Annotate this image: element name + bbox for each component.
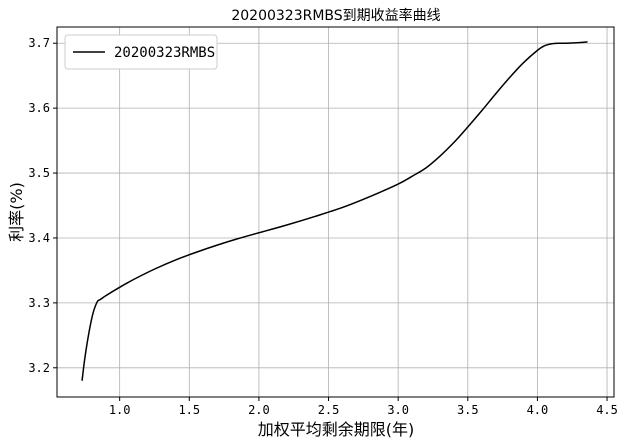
grid	[57, 27, 614, 397]
legend-box	[64, 34, 218, 70]
x-tick-label: 2.5	[318, 403, 340, 417]
x-axis-label: 加权平均剩余期限(年)	[258, 420, 415, 439]
x-tick-label: 4.5	[596, 403, 618, 417]
series-layer	[81, 41, 588, 381]
legend-entry-label: 20200323RMBS	[114, 45, 215, 61]
y-tick-label: 3.4	[28, 231, 50, 245]
x-tick-label: 4.0	[527, 403, 549, 417]
x-tick-label: 1.0	[109, 403, 131, 417]
y-axis-label: 利率(%)	[7, 182, 26, 242]
plot-frame	[56, 26, 615, 398]
x-tick-label: 2.0	[248, 403, 270, 417]
series-line	[81, 41, 588, 381]
y-tick-label: 3.5	[28, 166, 50, 180]
x-tick-label: 3.0	[387, 403, 409, 417]
chart-title: 20200323RMBS到期收益率曲线	[231, 7, 440, 24]
axis-ticks: 1.0 1.5 2.0 2.5 3.0 3.5 4.0 4.5 3.2 3.3 3.4 3.5 3.6 3…	[28, 36, 618, 417]
legend: 20200323RMBS	[64, 34, 218, 70]
y-tick-label: 3.7	[28, 36, 50, 50]
y-tick-label: 3.3	[28, 296, 50, 310]
y-tick-label: 3.6	[28, 101, 50, 115]
y-tick-label: 3.2	[28, 361, 50, 375]
x-tick-label: 1.5	[178, 403, 200, 417]
x-tick-label: 3.5	[457, 403, 479, 417]
